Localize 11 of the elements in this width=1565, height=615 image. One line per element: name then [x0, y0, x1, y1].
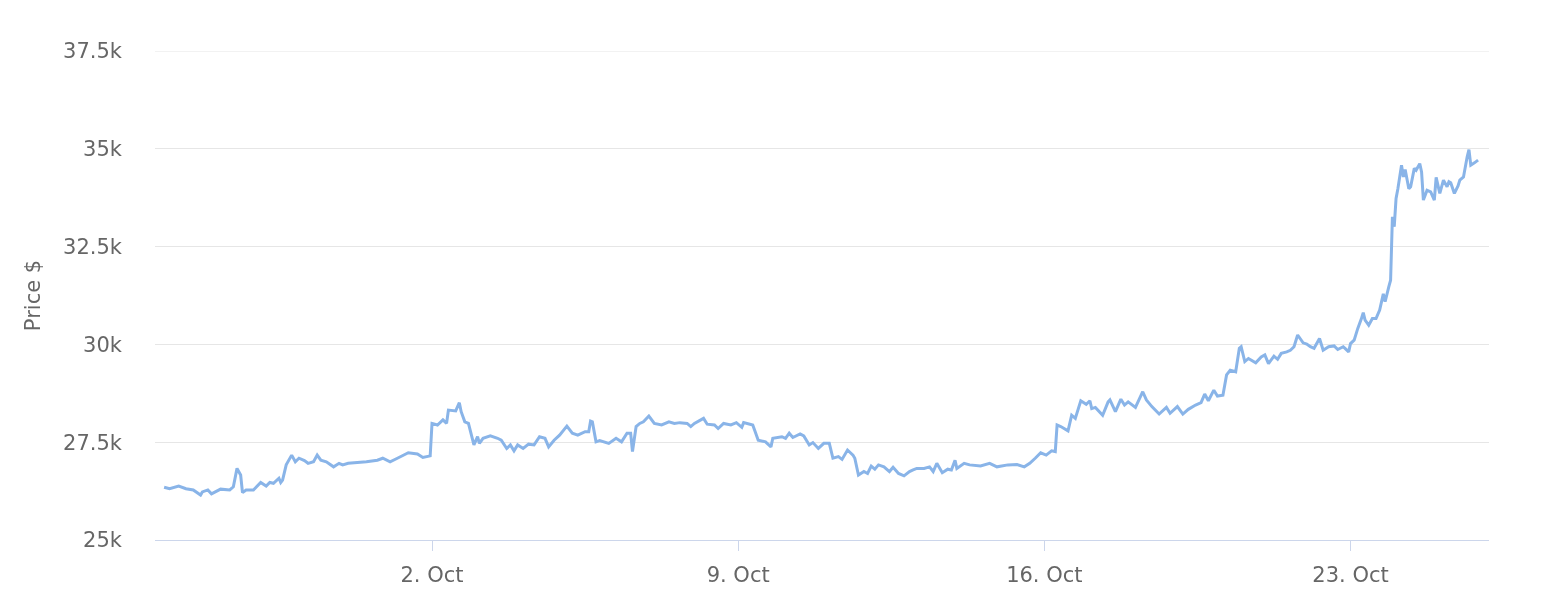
- y-tick-label: 32.5k: [63, 234, 123, 259]
- x-tick-label: 2. Oct: [400, 563, 464, 588]
- x-tick-label: 9. Oct: [706, 563, 770, 588]
- x-tick-label: 16. Oct: [1006, 563, 1083, 588]
- y-tick-label: 37.5k: [63, 39, 123, 64]
- y-axis-title: Price $: [21, 259, 46, 332]
- x-tick-label: 23. Oct: [1312, 563, 1389, 588]
- y-tick-label: 35k: [83, 137, 123, 162]
- y-tick-label: 27.5k: [63, 430, 123, 455]
- y-tick-label: 30k: [83, 332, 123, 357]
- y-tick-label: 25k: [83, 528, 123, 553]
